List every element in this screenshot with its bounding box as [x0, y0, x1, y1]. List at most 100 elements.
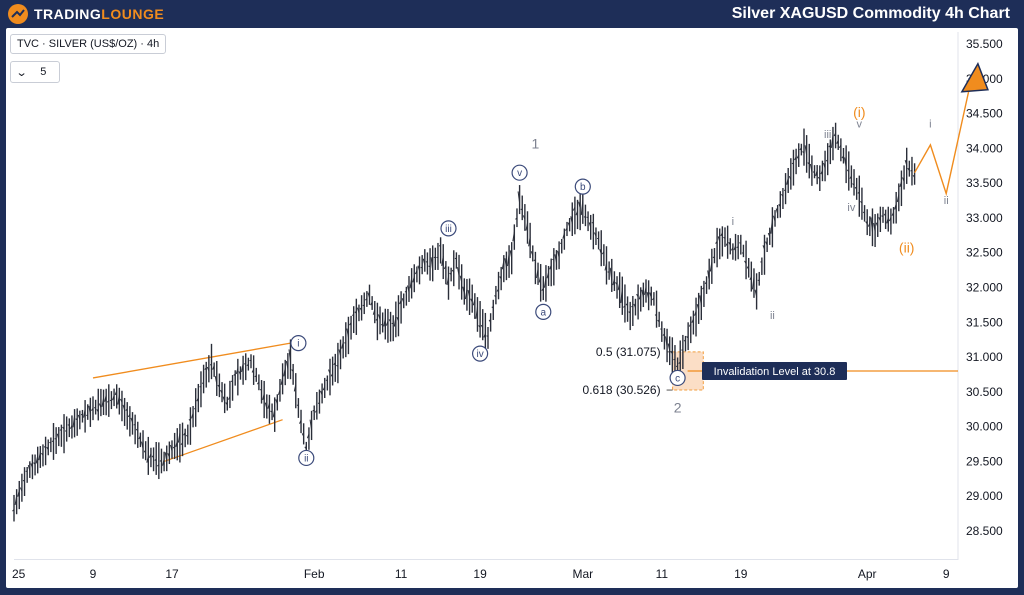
price-bar-tick	[883, 212, 887, 216]
price-bar-tick	[796, 154, 800, 159]
price-bar-tick	[786, 177, 789, 185]
price-bar-tick	[509, 250, 513, 259]
price-bar-tick	[570, 216, 573, 225]
price-bar-tick	[19, 487, 23, 492]
price-bar-tick	[396, 317, 399, 322]
price-bar-tick	[188, 419, 191, 422]
price-bar-tick	[720, 232, 723, 237]
price-bar-tick	[225, 402, 228, 406]
price-bar-tick	[175, 440, 178, 447]
price-bar-tick	[662, 333, 665, 336]
price-bar-tick	[354, 311, 357, 314]
price-bar-tick	[686, 336, 689, 339]
chevron-down-icon[interactable]: ⌄	[15, 66, 28, 79]
price-bar-tick	[393, 316, 397, 327]
price-bar-tick	[35, 455, 39, 464]
price-bar-tick	[815, 170, 818, 177]
x-tick-label: 11	[656, 567, 669, 581]
price-bar-tick	[638, 294, 642, 300]
price-bar-tick	[491, 306, 494, 309]
price-bar-tick	[572, 206, 576, 211]
price-bar-tick	[91, 407, 94, 411]
wave-label: iv	[847, 202, 855, 214]
price-bar-tick	[886, 217, 889, 224]
price-bar-tick	[580, 200, 584, 216]
price-bar-tick	[306, 433, 310, 439]
y-tick-label: 33.500	[966, 176, 1003, 190]
price-bar-tick	[846, 169, 850, 172]
price-bar-tick	[246, 364, 249, 367]
invalidation-label: Invalidation Level at 30.8	[714, 366, 836, 378]
price-bar-tick	[62, 426, 65, 430]
price-bar-tick	[457, 267, 460, 276]
price-bar-tick	[267, 403, 270, 409]
wave-label: iii	[445, 224, 452, 235]
price-bar-tick	[312, 409, 315, 412]
price-bar-tick	[388, 319, 391, 323]
price-bar-tick	[383, 318, 386, 327]
price-bar-tick	[146, 456, 149, 463]
price-bar-tick	[694, 311, 697, 316]
price-bar-tick	[483, 333, 486, 338]
price-bar-tick	[628, 311, 631, 314]
price-bar-tick	[309, 419, 313, 430]
price-bar-tick	[749, 276, 752, 281]
price-bar-tick	[114, 390, 118, 396]
wave-label-circle	[298, 449, 315, 467]
price-bar-tick	[291, 369, 294, 372]
projection-arrow-icon	[960, 61, 989, 93]
price-bar-tick	[651, 297, 655, 301]
price-bar-tick	[770, 218, 773, 234]
price-bar-tick	[673, 358, 676, 361]
price-bar-tick	[807, 162, 810, 165]
indicator-count: 5	[40, 66, 47, 78]
price-bar-tick	[875, 222, 879, 228]
price-bar-tick	[736, 246, 739, 248]
price-bar-tick	[644, 287, 647, 295]
price-bar-tick	[746, 265, 750, 269]
y-tick-label: 28.500	[966, 524, 1003, 538]
price-bar-tick	[601, 251, 605, 255]
price-bar-tick	[715, 241, 718, 244]
price-bar-tick	[185, 434, 189, 438]
price-bar-tick	[77, 414, 81, 420]
price-bar-tick	[762, 245, 765, 250]
price-bar-tick	[773, 215, 776, 222]
price-bar-tick	[365, 298, 368, 301]
chart-title: Silver XAGUSD Commodity 4h Chart	[731, 5, 1010, 22]
price-bar-tick	[599, 249, 602, 255]
price-bar-tick	[699, 295, 702, 306]
price-bar-tick	[591, 221, 594, 224]
price-bar-tick	[122, 404, 126, 411]
wave-label: b	[580, 182, 586, 193]
price-bar-tick	[322, 386, 326, 391]
price-bar-tick	[96, 409, 99, 413]
price-bar-tick	[401, 298, 405, 303]
price-bar-tick	[799, 147, 802, 151]
indicator-collapse-toggle[interactable]: ⌄ 5	[10, 61, 60, 83]
price-bar-tick	[356, 307, 360, 314]
price-bar-tick	[828, 144, 831, 148]
price-bar-tick	[820, 170, 823, 175]
price-bar-tick	[583, 216, 586, 218]
price-bar-tick	[620, 288, 623, 304]
price-bar-tick	[833, 132, 837, 137]
symbol-label[interactable]: TVC · SILVER (US$/OZ) · 4h	[10, 34, 167, 54]
price-bar-tick	[549, 264, 552, 270]
plot-layer: 35.50035.00034.50034.00033.50033.00032.5…	[12, 32, 1003, 581]
wave-label: a	[541, 307, 547, 318]
price-bar-tick	[138, 435, 141, 440]
price-bar-tick	[546, 272, 550, 279]
price-bar-tick	[844, 157, 847, 168]
price-bar-tick	[191, 413, 194, 419]
wave-label-circle	[440, 220, 457, 237]
price-bar-tick	[59, 428, 62, 431]
price-bar-tick	[222, 396, 226, 402]
wave-label: iii	[824, 129, 831, 141]
tradinglounge-logo: TRADINGLOUNGE	[8, 4, 164, 24]
price-bar-tick	[588, 222, 592, 228]
price-bar-tick	[56, 433, 60, 440]
logo-text: TRADINGLOUNGE	[34, 6, 164, 22]
price-bar-tick	[338, 349, 342, 356]
